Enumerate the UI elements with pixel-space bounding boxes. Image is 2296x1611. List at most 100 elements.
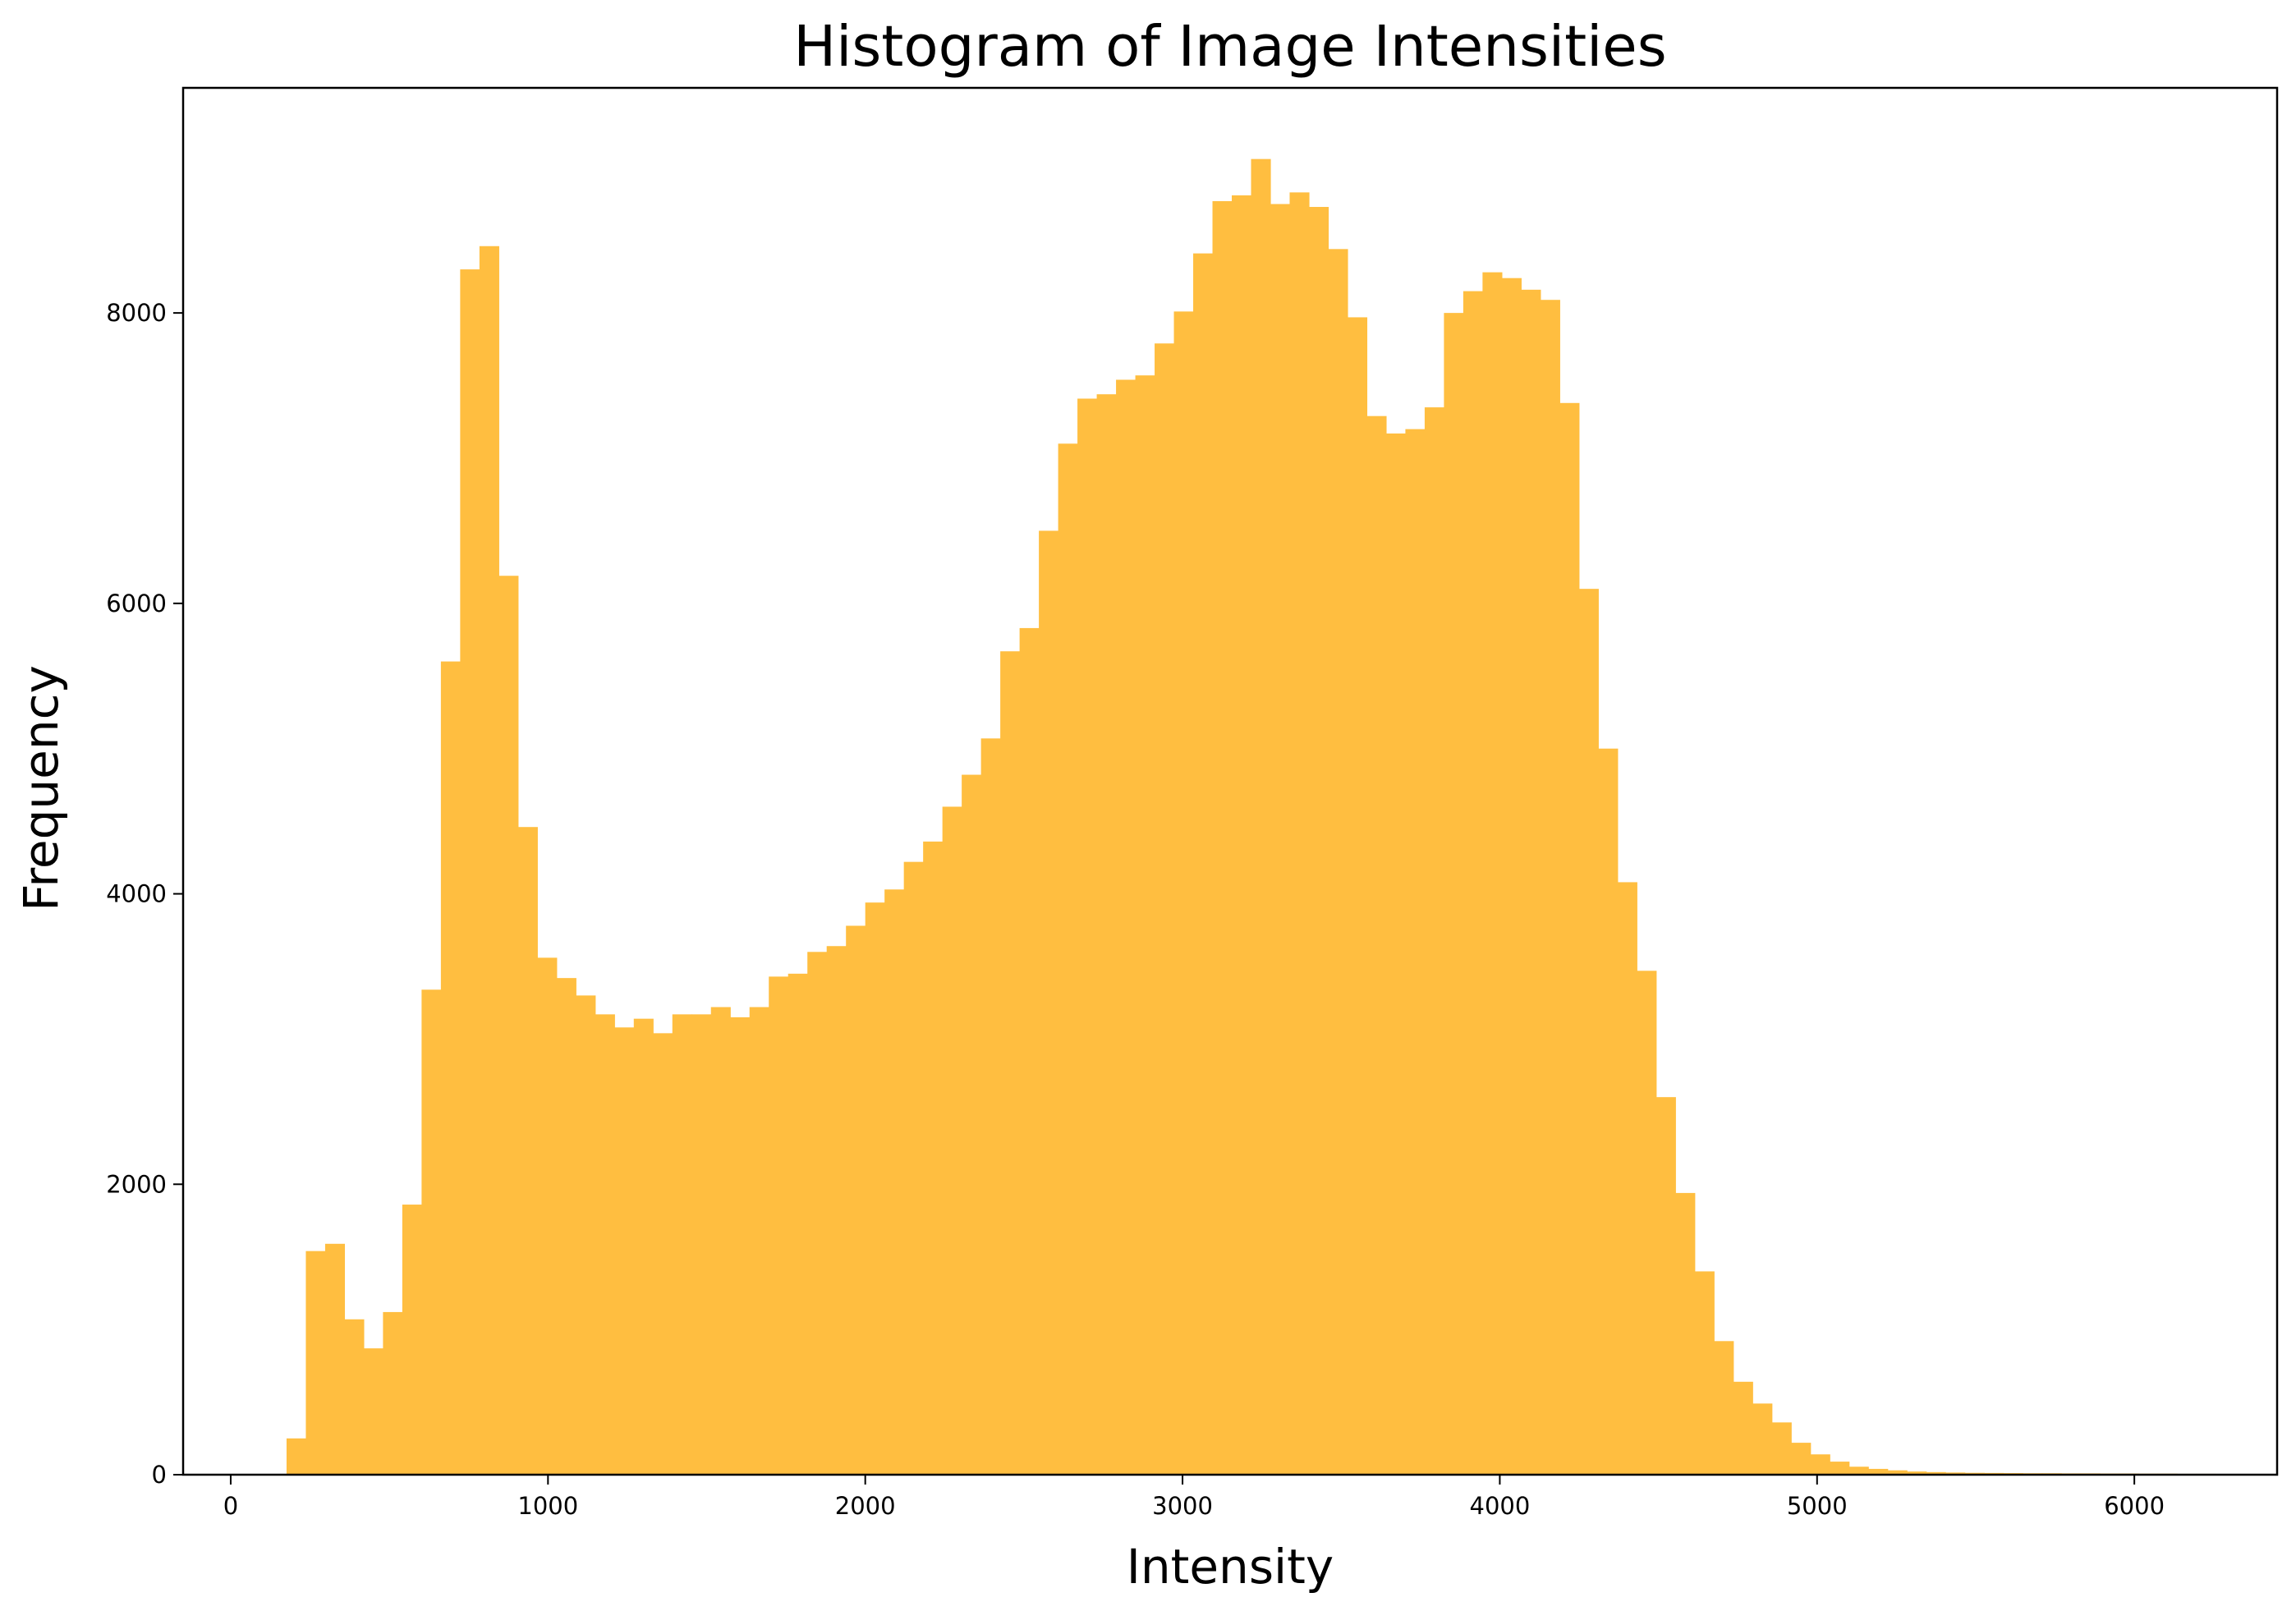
histogram-bar xyxy=(1173,311,1194,1475)
histogram-bar xyxy=(1830,1462,1850,1475)
histogram-bar xyxy=(1578,589,1599,1475)
histogram-bar xyxy=(1385,433,1407,1475)
histogram-bar xyxy=(865,902,885,1475)
histogram-bar xyxy=(1077,398,1098,1475)
histogram-bar xyxy=(1232,195,1252,1476)
x-axis-ticks: 0 1000 2000 3000 4000 5000 6000 xyxy=(223,1475,2165,1520)
y-tick-label: 6000 xyxy=(106,590,167,617)
histogram-bar xyxy=(1675,1192,1696,1475)
histogram-bar xyxy=(788,973,808,1475)
histogram-bar xyxy=(1366,415,1387,1475)
histogram-bar xyxy=(1308,207,1329,1476)
chart-title: Histogram of Image Intensities xyxy=(793,14,1666,80)
histogram-bar xyxy=(1926,1471,1946,1475)
histogram-bar xyxy=(1444,313,1464,1476)
histogram-bar xyxy=(1463,291,1483,1476)
histogram-bar xyxy=(1848,1466,1869,1475)
histogram-bar xyxy=(1868,1468,1889,1475)
histogram-bar xyxy=(1501,278,1522,1475)
x-tick-label: 2000 xyxy=(835,1492,896,1520)
histogram-bar xyxy=(363,1348,384,1475)
y-tick-label: 0 xyxy=(152,1461,167,1489)
histogram-bar xyxy=(1637,971,1657,1475)
histogram-bar xyxy=(1907,1471,1927,1475)
histogram-bar xyxy=(1019,627,1040,1476)
histogram-bar xyxy=(1559,402,1580,1476)
x-tick-label: 3000 xyxy=(1152,1492,1213,1520)
histogram-bar xyxy=(1347,317,1368,1475)
histogram-bar xyxy=(942,806,962,1475)
histogram-bar xyxy=(884,889,905,1475)
x-tick-label: 4000 xyxy=(1470,1492,1531,1520)
histogram-bar xyxy=(498,576,519,1475)
histogram-bar xyxy=(691,1014,712,1475)
y-tick-label: 4000 xyxy=(106,880,167,908)
histogram-bar xyxy=(1424,407,1445,1476)
histogram-bar xyxy=(1193,253,1214,1475)
histogram-bar xyxy=(730,1017,751,1475)
histogram-bar xyxy=(1251,158,1271,1475)
histogram-bar xyxy=(672,1014,692,1475)
histogram-bar xyxy=(344,1319,365,1475)
y-tick-label: 2000 xyxy=(106,1170,167,1198)
x-tick-label: 1000 xyxy=(517,1492,578,1520)
histogram-bar xyxy=(286,1438,307,1475)
histogram-bar xyxy=(556,978,576,1475)
histogram-bar xyxy=(402,1205,422,1475)
histogram-bar xyxy=(1212,200,1233,1476)
histogram-bar xyxy=(749,1007,769,1475)
bars-group xyxy=(286,158,2216,1476)
histogram-bar xyxy=(1155,343,1175,1475)
histogram-bar xyxy=(460,269,480,1476)
histogram-bar xyxy=(1655,1097,1676,1475)
histogram-bar xyxy=(517,827,538,1475)
histogram-bar xyxy=(633,1018,654,1475)
histogram-bar xyxy=(1289,192,1310,1475)
histogram-bar xyxy=(1733,1381,1753,1475)
y-axis-ticks: 0 2000 4000 6000 8000 xyxy=(106,299,183,1489)
histogram-bar xyxy=(1540,300,1560,1475)
x-tick-label: 0 xyxy=(223,1492,238,1520)
histogram-bar xyxy=(710,1007,731,1475)
histogram-bar xyxy=(479,246,499,1476)
histogram-bar xyxy=(614,1027,635,1475)
histogram-bar xyxy=(1116,379,1137,1476)
histogram-bar xyxy=(1714,1341,1734,1475)
histogram-bar xyxy=(1405,429,1426,1475)
histogram-bar xyxy=(1752,1403,1773,1475)
histogram-bar xyxy=(807,952,828,1475)
histogram-bar xyxy=(305,1251,326,1475)
histogram-bar xyxy=(1598,748,1619,1475)
y-tick-label: 8000 xyxy=(106,299,167,327)
histogram-bar xyxy=(1945,1472,1966,1475)
histogram-bar xyxy=(421,989,442,1475)
histogram-bar xyxy=(1482,272,1503,1475)
histogram-bar xyxy=(1270,204,1291,1475)
histogram-bar xyxy=(324,1243,346,1475)
histogram-bar xyxy=(383,1311,403,1475)
histogram-bar xyxy=(1810,1454,1830,1475)
x-axis-label: Intensity xyxy=(1127,1539,1334,1595)
histogram-bar xyxy=(1887,1470,1908,1475)
histogram-bar xyxy=(576,995,596,1475)
histogram-bar xyxy=(1791,1443,1812,1475)
histogram-bar xyxy=(653,1033,673,1475)
histogram-bar xyxy=(1771,1422,1792,1475)
histogram-bar xyxy=(1096,394,1117,1475)
histogram-bar xyxy=(1058,443,1078,1475)
histogram-bar xyxy=(980,738,1001,1475)
histogram-bar xyxy=(962,774,982,1475)
histogram-bar xyxy=(1135,375,1155,1475)
histogram-bar xyxy=(440,661,461,1475)
y-axis-label: Frequency xyxy=(13,665,69,911)
histogram-bar xyxy=(923,841,944,1475)
plot-frame xyxy=(181,86,2279,1476)
histogram-bar xyxy=(903,861,924,1475)
histogram-bar xyxy=(1000,651,1021,1475)
histogram-bar xyxy=(537,957,558,1475)
histogram-bar xyxy=(1617,882,1637,1475)
histogram-bar xyxy=(1328,249,1348,1475)
histogram-bar xyxy=(826,946,847,1475)
histogram-bar xyxy=(769,976,789,1475)
